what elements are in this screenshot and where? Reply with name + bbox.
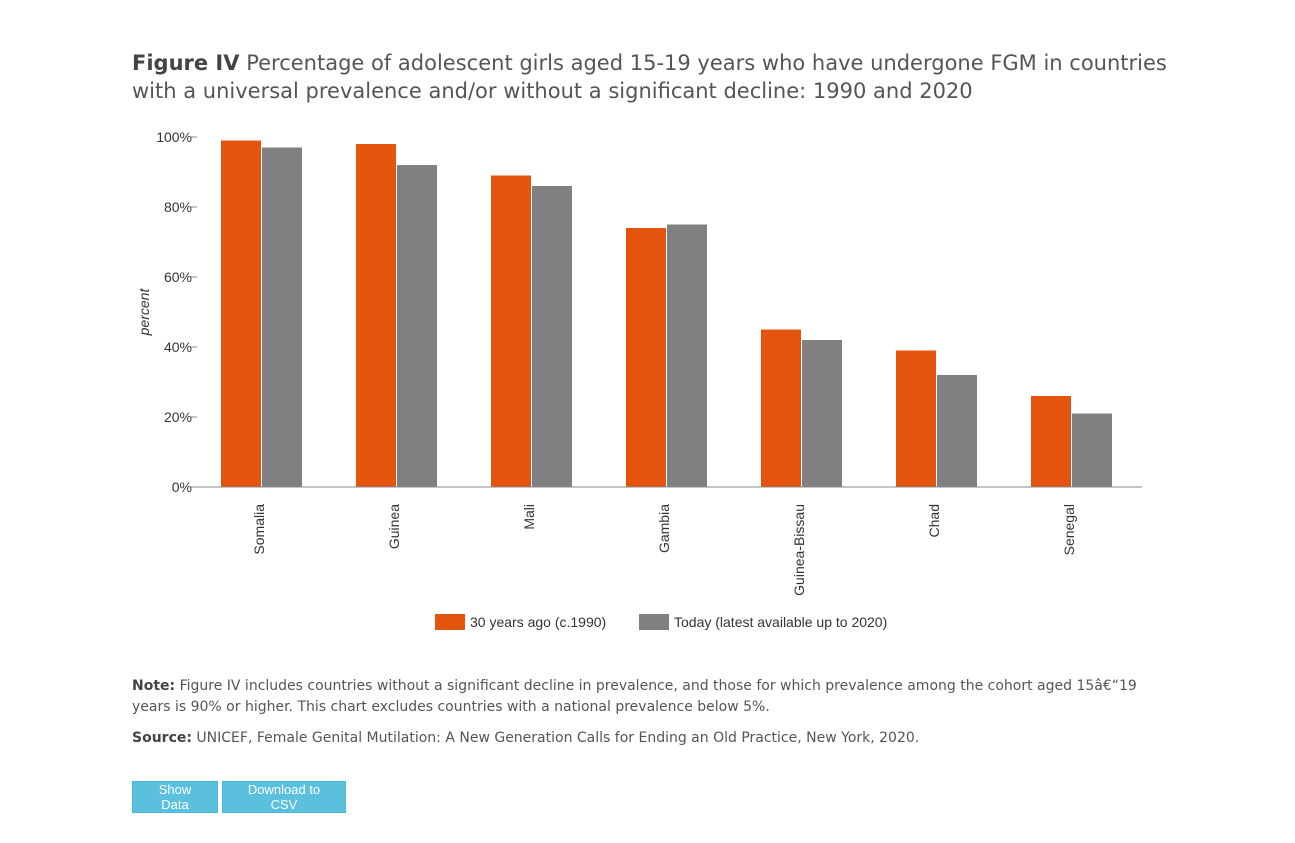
chart-source: Source: UNICEF, Female Genital Mutilatio… bbox=[132, 728, 1162, 749]
x-tick-label: Senegal bbox=[1061, 504, 1077, 555]
bar-c1990-guinea-bissau bbox=[761, 329, 801, 487]
x-tick-label: Chad bbox=[926, 504, 942, 537]
chart-note: Note: Figure IV includes countries witho… bbox=[132, 676, 1162, 718]
bar-today-chad bbox=[937, 375, 977, 487]
y-tick-label: 20% bbox=[164, 409, 192, 425]
y-tick-label: 100% bbox=[156, 129, 192, 145]
bar-c1990-chad bbox=[896, 350, 936, 487]
bar-today-guinea bbox=[397, 165, 437, 487]
bar-today-mali bbox=[532, 186, 572, 487]
note-label: Note: bbox=[132, 678, 176, 694]
x-tick-label: Somalia bbox=[251, 504, 267, 555]
y-tick-label: 80% bbox=[164, 199, 192, 215]
bar-today-guinea-bissau bbox=[802, 340, 842, 487]
x-tick-label: Gambia bbox=[656, 504, 672, 553]
source-label: Source: bbox=[132, 730, 192, 746]
bar-today-gambia bbox=[667, 224, 707, 487]
bar-c1990-gambia bbox=[626, 228, 666, 487]
bar-c1990-somalia bbox=[221, 140, 261, 487]
note-text: Figure IV includes countries without a s… bbox=[132, 678, 1137, 715]
figure-title-text: Percentage of adolescent girls aged 15-1… bbox=[132, 51, 1167, 103]
source-text: UNICEF, Female Genital Mutilation: A New… bbox=[196, 730, 920, 746]
y-axis-label: percent bbox=[136, 288, 152, 337]
legend-swatch-0 bbox=[435, 614, 465, 630]
figure-label: Figure IV bbox=[132, 51, 240, 75]
figure-title: Figure IV Percentage of adolescent girls… bbox=[132, 49, 1172, 105]
bar-today-senegal bbox=[1072, 413, 1112, 487]
y-tick-label: 60% bbox=[164, 269, 192, 285]
legend-label-0: 30 years ago (c.1990) bbox=[470, 614, 606, 630]
bar-chart: 0% 20% 40% 60% 80% 100% percent Somalia Guinea Ma… bbox=[136, 129, 1142, 630]
legend-swatch-1 bbox=[639, 614, 669, 630]
bar-c1990-mali bbox=[491, 175, 531, 487]
y-tick-label: 40% bbox=[164, 339, 192, 355]
y-tick-label: 0% bbox=[172, 479, 192, 495]
legend-label-1: Today (latest available up to 2020) bbox=[674, 614, 887, 630]
show-data-button[interactable]: Show Data bbox=[132, 781, 218, 813]
x-tick-label: Guinea-Bissau bbox=[791, 504, 807, 596]
bar-c1990-senegal bbox=[1031, 396, 1071, 487]
download-csv-button[interactable]: Download to CSV bbox=[222, 781, 346, 813]
bar-c1990-guinea bbox=[356, 144, 396, 487]
x-tick-label: Guinea bbox=[386, 504, 402, 549]
x-tick-label: Mali bbox=[521, 504, 537, 530]
bar-today-somalia bbox=[262, 147, 302, 487]
